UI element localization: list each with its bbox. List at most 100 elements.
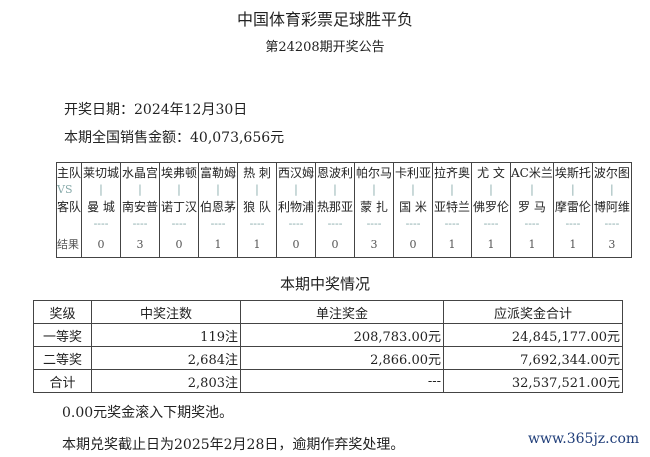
prize-total: 7,692,344.00元 bbox=[443, 346, 623, 370]
prize-count: 119注 bbox=[91, 323, 241, 347]
prize-unit: 208,783.00元 bbox=[240, 323, 444, 347]
dash-separator: ---- bbox=[198, 215, 238, 231]
match-result: 1 bbox=[471, 231, 511, 258]
home-team: 埃弗顿 bbox=[159, 162, 199, 181]
home-team: 水晶宫 bbox=[120, 162, 160, 181]
vs-bar: | bbox=[81, 181, 121, 197]
vs-bar: | bbox=[552, 181, 593, 197]
away-team: 亚特兰 bbox=[432, 197, 472, 215]
table-row: 合计 2,803注 --- 32,537,521.00元 bbox=[33, 369, 623, 393]
header-count: 中奖注数 bbox=[91, 300, 241, 324]
away-team: 南安普 bbox=[120, 197, 160, 215]
vs-bar: | bbox=[471, 181, 511, 197]
vs-bar: | bbox=[159, 181, 199, 197]
match-result: 1 bbox=[510, 231, 554, 258]
dash-separator: ---- bbox=[315, 215, 355, 231]
match-result: 0 bbox=[393, 231, 433, 258]
home-team: 尤 文 bbox=[471, 162, 511, 181]
vs-bar: | bbox=[432, 181, 472, 197]
sales-amount: 本期全国销售金额：40,073,656元 bbox=[64, 130, 285, 146]
vs-bar: | bbox=[393, 181, 433, 197]
prize-unit: --- bbox=[240, 369, 444, 393]
away-team: 佛罗伦 bbox=[471, 197, 511, 215]
match-table: 主队 莱切城 水晶宫 埃弗顿 富勒姆热 刺西汉姆 恩波利 帕尔马 卡利亚 拉齐奥尤 文 AC米兰埃… bbox=[56, 162, 632, 258]
away-team: 蒙 扎 bbox=[354, 197, 394, 215]
result-label: 结果 bbox=[57, 238, 79, 251]
away-team: 利物浦 bbox=[276, 197, 316, 215]
vs-bar: | bbox=[354, 181, 394, 197]
match-result: 3 bbox=[354, 231, 394, 258]
prize-total: 32,537,521.00元 bbox=[443, 369, 623, 393]
deadline-note: 本期兑奖截止日为2025年2月28日，逾期作弃奖处理。 bbox=[62, 437, 405, 453]
watermark: www.365jz.com bbox=[528, 431, 640, 447]
table-row: 一等奖 119注 208,783.00元 24,845,177.00元 bbox=[33, 323, 623, 347]
home-team: 卡利亚 bbox=[393, 162, 433, 181]
prize-count: 2,684注 bbox=[91, 346, 241, 370]
vs-bar: | bbox=[198, 181, 238, 197]
away-team: 国 米 bbox=[393, 197, 433, 215]
match-result: 1 bbox=[237, 231, 277, 258]
match-result: 3 bbox=[591, 231, 632, 258]
home-team: 热 刺 bbox=[237, 162, 277, 181]
vs-bar: | bbox=[315, 181, 355, 197]
away-team: 热那亚 bbox=[315, 197, 355, 215]
dash-separator: ---- bbox=[510, 215, 554, 231]
dash-separator: ---- bbox=[237, 215, 277, 231]
home-team: 波尔图 bbox=[591, 162, 632, 181]
home-label: 主队 bbox=[57, 165, 82, 180]
vs-bar: | bbox=[510, 181, 554, 197]
away-team: 狼 队 bbox=[237, 197, 277, 215]
dash-separator: ---- bbox=[591, 215, 632, 231]
away-label: 客队 bbox=[57, 199, 82, 214]
dash-separator: ---- bbox=[120, 215, 160, 231]
prize-unit: 2,866.00元 bbox=[240, 346, 444, 370]
dash-separator: ---- bbox=[276, 215, 316, 231]
match-result: 1 bbox=[552, 231, 593, 258]
dash-separator: ---- bbox=[354, 215, 394, 231]
prize-level: 合计 bbox=[33, 369, 92, 393]
dash-separator: ---- bbox=[81, 215, 121, 231]
prize-section-title: 本期中奖情况 bbox=[279, 275, 370, 293]
home-team: 帕尔马 bbox=[354, 162, 394, 181]
dash-separator: ---- bbox=[393, 215, 433, 231]
dash-separator: ---- bbox=[432, 215, 472, 231]
away-team: 罗 马 bbox=[510, 197, 554, 215]
vs-bar: | bbox=[591, 181, 632, 197]
away-team: 摩雷伦 bbox=[552, 197, 593, 215]
dash-separator: ---- bbox=[471, 215, 511, 231]
dash-separator: ---- bbox=[552, 215, 593, 231]
match-result: 1 bbox=[198, 231, 238, 258]
prize-count: 2,803注 bbox=[91, 369, 241, 393]
blank-label bbox=[57, 215, 82, 231]
page-subtitle: 第24208期开奖公告 bbox=[265, 40, 385, 55]
match-result: 0 bbox=[159, 231, 199, 258]
prize-header-row: 奖级 中奖注数 单注奖金 应派奖金合计 bbox=[33, 300, 623, 324]
home-team: 莱切城 bbox=[81, 162, 121, 181]
prize-level: 二等奖 bbox=[33, 346, 92, 370]
rollover-note: 0.00元奖金滚入下期奖池。 bbox=[62, 405, 234, 421]
match-result: 1 bbox=[432, 231, 472, 258]
match-result: 3 bbox=[120, 231, 160, 258]
home-team: AC米兰 bbox=[510, 162, 554, 181]
vs-bar: | bbox=[120, 181, 160, 197]
home-team: 富勒姆 bbox=[198, 162, 238, 181]
away-team: 博阿维 bbox=[591, 197, 632, 215]
prize-level: 一等奖 bbox=[33, 323, 92, 347]
dash-separator: ---- bbox=[159, 215, 199, 231]
header-unit: 单注奖金 bbox=[240, 300, 444, 324]
match-result: 0 bbox=[276, 231, 316, 258]
header-total: 应派奖金合计 bbox=[443, 300, 623, 324]
away-team: 伯恩茅 bbox=[198, 197, 238, 215]
away-team: 曼 城 bbox=[81, 197, 121, 215]
home-team: 埃斯托 bbox=[552, 162, 593, 181]
match-result: 0 bbox=[81, 231, 121, 258]
page-title: 中国体育彩票足球胜平负 bbox=[236, 10, 413, 29]
match-result: 0 bbox=[315, 231, 355, 258]
vs-bar: | bbox=[237, 181, 277, 197]
table-row: 二等奖 2,684注 2,866.00元 7,692,344.00元 bbox=[33, 346, 623, 370]
home-team: 恩波利 bbox=[315, 162, 355, 181]
prize-table: 奖级 中奖注数 单注奖金 应派奖金合计 一等奖 119注 208,783.00元 24… bbox=[33, 300, 623, 393]
prize-total: 24,845,177.00元 bbox=[443, 323, 623, 347]
vs-bar: | bbox=[276, 181, 316, 197]
home-team: 拉齐奥 bbox=[432, 162, 472, 181]
